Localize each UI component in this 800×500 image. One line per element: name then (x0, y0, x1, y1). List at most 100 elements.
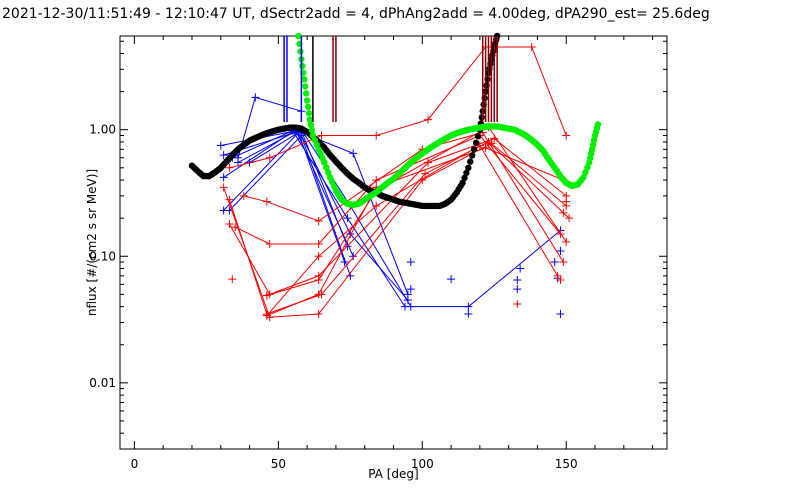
red-data-point (553, 271, 562, 280)
x-tick-label: 100 (411, 457, 434, 471)
red-series-line (223, 142, 567, 318)
red-series-line (229, 46, 567, 169)
x-axis-label: PA [deg] (368, 467, 418, 481)
red-data-point (562, 197, 571, 206)
red-data-point (317, 131, 326, 140)
green-model-dot (304, 103, 312, 111)
blue-data-point (550, 258, 559, 267)
red-data-point (262, 311, 271, 320)
green-model-dot (582, 169, 589, 176)
blue-data-point (219, 151, 228, 160)
red-data-point (265, 239, 274, 248)
black-model-dot (463, 169, 470, 177)
blue-series-line (220, 129, 561, 308)
blue-data-point (556, 309, 565, 318)
red-data-point (225, 195, 234, 204)
x-axis: 0 50 100 150 (131, 36, 654, 471)
green-model-dot (305, 110, 313, 117)
red-data-point (527, 43, 536, 52)
black-model-dot (461, 174, 468, 182)
red-data-point (559, 258, 568, 267)
green-model-dot (584, 164, 591, 171)
y-tick-label: 0.10 (89, 249, 116, 263)
green-model-dot (301, 76, 308, 83)
series-layer (188, 32, 602, 322)
x-tick-label: 50 (271, 457, 286, 471)
red-data-point (262, 291, 271, 300)
red-data-point (228, 275, 237, 284)
red-data-point (314, 290, 323, 299)
black-model-dot (478, 114, 485, 121)
blue-series-line (232, 130, 406, 307)
red-data-point (314, 252, 323, 261)
blue-data-point (219, 173, 228, 182)
chart-title: 2021-12-30/11:51:49 - 12:10:47 UT, dSect… (2, 6, 710, 22)
red-series-line (234, 134, 561, 245)
blue-data-point (343, 214, 352, 223)
y-tick-label: 1.00 (89, 123, 116, 137)
red-series-line (266, 126, 567, 296)
red-data-point (556, 275, 565, 284)
red-data-point (225, 163, 234, 172)
y-axis: 0.01 0.10 1.00 (89, 40, 667, 450)
red-series-line (243, 131, 564, 263)
red-data-point (219, 183, 228, 192)
green-model-dot (307, 121, 315, 129)
blue-data-point (401, 302, 410, 311)
blue-data-point (251, 93, 260, 102)
red-data-point (562, 131, 571, 140)
red-series-line (228, 138, 567, 296)
black-model-dot (474, 133, 482, 140)
red-data-point (372, 201, 381, 210)
blue-data-point (349, 149, 358, 158)
red-data-point (513, 299, 522, 308)
red-data-point (262, 197, 271, 206)
red-data-point (314, 275, 323, 284)
y-tick-label: 0.01 (89, 376, 116, 390)
blue-data-point (403, 296, 412, 305)
black-model-dot (465, 164, 472, 171)
green-model-dot (299, 62, 306, 70)
blue-series-line (223, 130, 409, 295)
y-axis-label: nflux [#/(cm2 s sr MeV)] (85, 169, 99, 316)
red-data-point (562, 237, 571, 246)
red-data-point (314, 239, 323, 248)
black-model-dot (472, 139, 480, 146)
red-data-point (481, 143, 490, 152)
blue-data-point (349, 252, 358, 261)
green-model-dot (323, 164, 330, 171)
green-model-dot (580, 174, 587, 181)
blue-series-line (237, 129, 409, 301)
green-model-dot (303, 97, 311, 104)
green-model-dot (321, 159, 328, 166)
red-data-point (225, 219, 234, 228)
blue-data-point (447, 275, 456, 284)
red-data-point (265, 153, 274, 162)
red-data-point (372, 176, 381, 185)
green-model-dot (302, 90, 310, 97)
blue-data-point (556, 247, 565, 256)
red-data-point (559, 208, 568, 217)
blue-data-point (406, 285, 415, 294)
green-model-dot (297, 48, 304, 55)
black-model-dot (459, 179, 466, 187)
green-model-dot (295, 32, 302, 40)
red-series-line (266, 147, 564, 317)
blue-data-point (464, 302, 473, 311)
green-model-dot (302, 83, 309, 90)
red-data-point (421, 169, 430, 178)
blue-data-point (216, 141, 225, 150)
red-data-point (424, 115, 433, 124)
red-data-point (239, 191, 248, 200)
red-data-point (372, 131, 381, 140)
blue-data-point (513, 285, 522, 294)
blue-data-point (513, 275, 522, 284)
plot-frame (119, 35, 668, 450)
blue-data-point (406, 258, 415, 267)
green-model-dot (594, 121, 602, 128)
blue-data-point (464, 309, 473, 318)
green-model-dot (308, 127, 316, 134)
red-data-point (314, 216, 323, 225)
red-data-point (565, 214, 574, 223)
